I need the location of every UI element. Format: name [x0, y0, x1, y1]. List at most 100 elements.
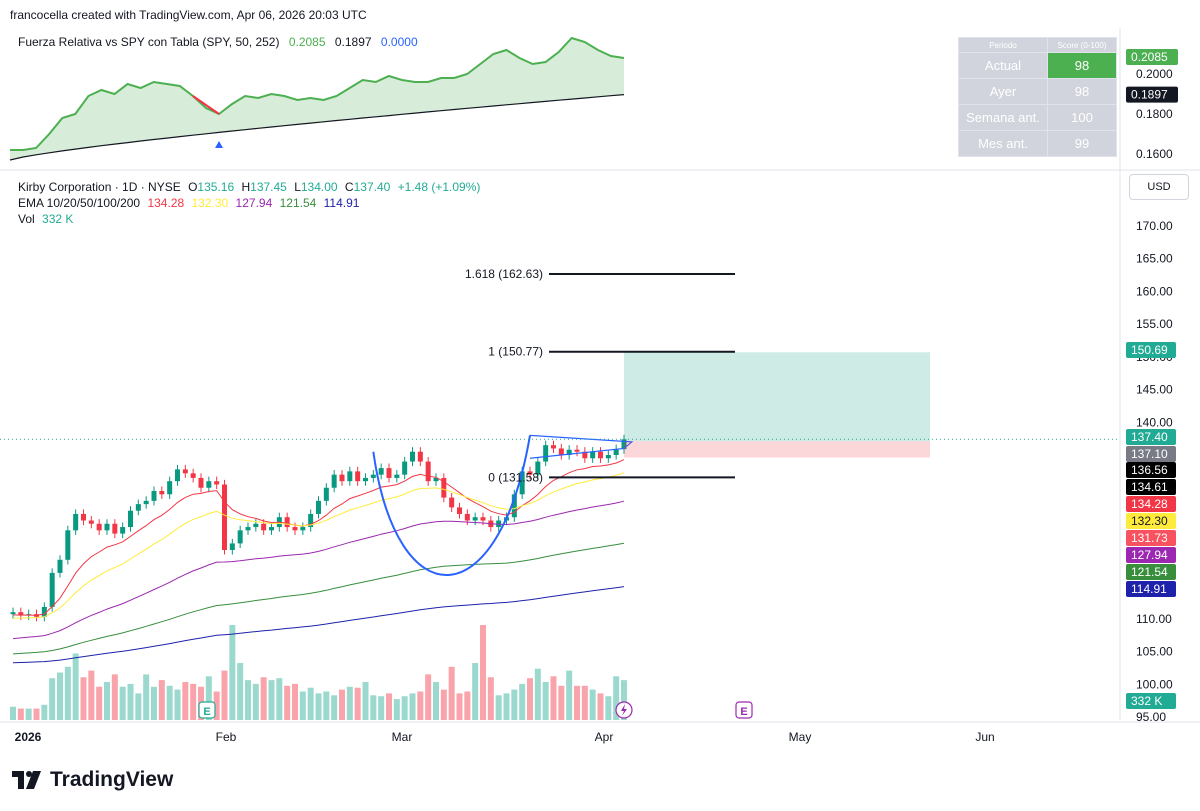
volume-value: 332 K: [42, 212, 74, 226]
price-badge-text: 114.91: [1131, 582, 1167, 596]
volume-bar: [558, 685, 565, 720]
open-label: O: [188, 180, 198, 194]
ema-line: [12, 586, 625, 664]
candle-body: [566, 449, 572, 455]
ema-value: 121.54: [279, 196, 317, 210]
candle-body: [229, 543, 235, 550]
candle-body: [316, 500, 321, 514]
close-value: 137.40: [353, 180, 391, 194]
ema-value: 114.91: [323, 196, 360, 210]
volume-bar: [621, 680, 627, 720]
candle-body: [81, 513, 86, 521]
volume-bar: [276, 678, 283, 720]
candle-body: [574, 449, 580, 452]
ema-line: [12, 472, 625, 619]
volume-bar: [17, 708, 24, 720]
volume-bar: [550, 676, 557, 720]
volume-bar: [542, 682, 549, 720]
candle-body: [441, 477, 447, 498]
price-badge: [1126, 581, 1176, 597]
candle-body: [151, 491, 157, 501]
volume-bar: [534, 668, 541, 720]
brand-name: TradingView: [50, 768, 174, 791]
candle-body: [269, 527, 274, 531]
volume-bar: [119, 686, 126, 720]
candle-body: [88, 520, 94, 524]
currency-button[interactable]: USD: [1129, 174, 1189, 200]
candle-body: [73, 513, 79, 531]
volume-bar: [284, 685, 291, 720]
candle-body: [331, 474, 337, 488]
change-value: +1.48 (+1.09%): [397, 180, 481, 194]
candle-body: [190, 473, 196, 478]
candle-body: [543, 445, 549, 462]
volume-bar: [111, 674, 118, 720]
price-axis-tick: 140.00: [1136, 415, 1173, 429]
volume-bar: [190, 683, 197, 720]
volume-bar: [354, 687, 361, 720]
volume-bar: [174, 689, 181, 720]
volume-bar: [346, 686, 353, 720]
rs-line: [10, 36, 625, 151]
candle-body: [535, 461, 541, 475]
candle-body: [402, 461, 408, 475]
volume-bar: [205, 676, 212, 720]
candle-body: [10, 612, 16, 615]
candle-body: [135, 504, 141, 511]
candle-body: [167, 481, 173, 495]
volume-bar: [613, 676, 620, 720]
volume-bar: [503, 693, 510, 720]
volume-bar: [245, 680, 251, 720]
volume-bar: [25, 708, 32, 720]
candle-body: [104, 523, 110, 531]
candle-body: [457, 507, 462, 514]
rs-value-1: 0.2085: [288, 35, 326, 49]
volume-bar: [213, 691, 220, 720]
fib-level-label: 0 (131.58): [488, 470, 543, 484]
candle-body: [18, 612, 24, 616]
candle-body: [433, 477, 439, 482]
volume-bar: [581, 685, 588, 720]
volume-bar: [511, 689, 518, 720]
candle-body: [370, 474, 376, 478]
volume-group: [10, 625, 627, 720]
chart-header: francocella created with TradingView.com…: [10, 8, 367, 22]
volume-bar: [104, 682, 110, 720]
rs-value-2: 0.1897: [334, 35, 372, 49]
rs-axis-tick: 0.1600: [1136, 147, 1173, 161]
volume-bar: [260, 677, 267, 720]
rs-legend[interactable]: Fuerza Relativa vs SPY con Tabla (SPY, 5…: [18, 35, 424, 49]
rs-value-3: 0.0000: [380, 35, 418, 49]
candle-body: [284, 517, 290, 528]
candle-body: [198, 477, 204, 488]
score-row-value: 100: [1047, 104, 1117, 131]
volume-bar: [566, 670, 573, 720]
volume-bar: [605, 696, 612, 720]
volume-bar: [370, 695, 377, 720]
score-row-label: Actual: [958, 52, 1048, 79]
low-label: L: [294, 180, 301, 194]
volume-bar: [80, 677, 87, 720]
candle-body: [182, 469, 188, 474]
volume-bar: [574, 685, 580, 720]
volume-bar: [448, 666, 455, 720]
price-badge-text: 134.28: [1131, 497, 1168, 511]
volume-bar: [151, 686, 157, 720]
price-badge-text: 137.10: [1131, 447, 1168, 461]
candle-body: [57, 559, 63, 573]
volume-bar: [292, 683, 298, 720]
candle-body: [120, 527, 126, 534]
price-badge: [1126, 479, 1176, 495]
candle-body: [65, 530, 71, 560]
candles-group: [10, 434, 627, 622]
ema-value: 127.94: [235, 196, 273, 210]
price-badge-text: 137.40: [1131, 430, 1168, 444]
candle-body: [582, 451, 588, 459]
volume-bar: [323, 691, 330, 720]
volume-bar: [362, 682, 369, 720]
price-badge: [1126, 564, 1176, 580]
main-legend[interactable]: Kirby Corporation · 1D · NYSE O135.16 H1…: [18, 179, 484, 227]
candle-body: [175, 469, 180, 482]
volume-bar: [57, 672, 63, 720]
